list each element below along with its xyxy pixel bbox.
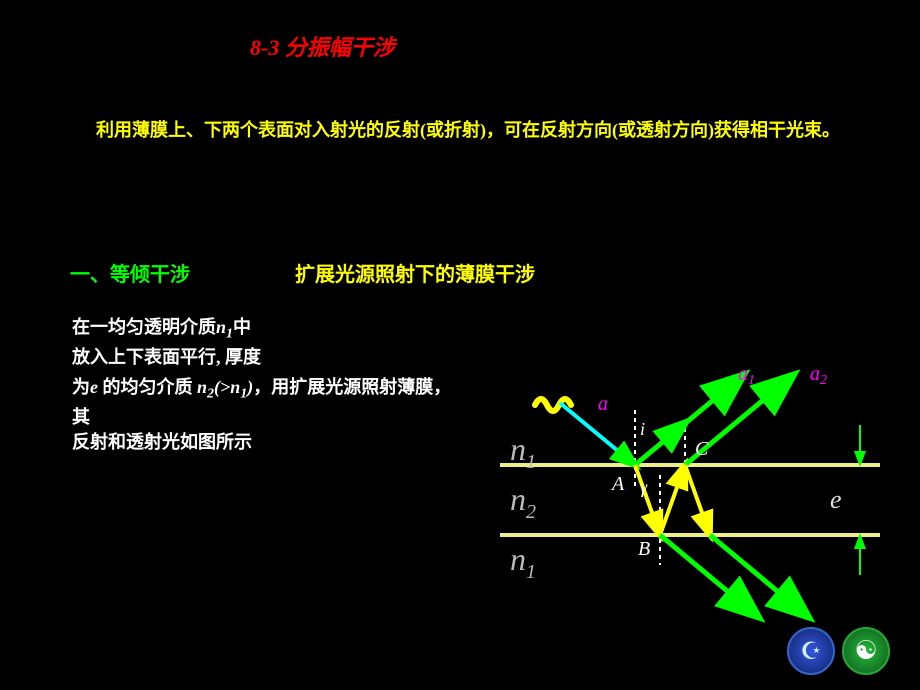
variable-n2: n bbox=[197, 377, 207, 397]
transmitted-ray-B bbox=[660, 535, 750, 610]
body-line-1: 在一均匀透明介质n1中 bbox=[72, 313, 251, 343]
yinyang-icon: ☯ bbox=[854, 636, 877, 666]
body-line-2: 放入上下表面平行, 厚度 bbox=[72, 343, 261, 369]
yinyang-badge: ☯ bbox=[842, 627, 890, 675]
label-a1: a1 bbox=[738, 363, 755, 388]
internal-ray-BC bbox=[660, 465, 685, 535]
crescent-star-icon: ☪ bbox=[800, 637, 822, 666]
label-C: C bbox=[695, 438, 709, 460]
intro-paragraph: 利用薄膜上、下两个表面对入射光的反射(或折射)，可在反射方向(或透射方向)获得相… bbox=[60, 115, 860, 146]
refracted-ray-AB bbox=[635, 465, 660, 535]
section-description: 扩展光源照射下的薄膜干涉 bbox=[295, 258, 535, 287]
text: 为 bbox=[72, 377, 90, 397]
label-n1-top: n1 bbox=[510, 431, 536, 473]
text: 的均匀介质 bbox=[98, 377, 197, 397]
label-a: a bbox=[598, 393, 608, 415]
label-gamma: γ bbox=[640, 477, 648, 497]
variable-n1: n bbox=[216, 317, 226, 337]
text: 在一均匀透明介质 bbox=[72, 317, 216, 337]
label-n2: n2 bbox=[510, 481, 536, 523]
variable-e: e bbox=[90, 377, 98, 397]
reflected-ray-a1-mid bbox=[665, 423, 685, 440]
section-heading: 一、等倾干涉 bbox=[70, 258, 190, 287]
refracted-ray-C-down bbox=[685, 465, 710, 535]
body-line-4: 其 bbox=[72, 403, 90, 429]
thin-film-diagram: a a1 a2 i A γ B C e n1 n2 n1 bbox=[490, 360, 890, 630]
body-line-3: 为e 的均匀介质 n2(>n1)，用扩展光源照射薄膜， bbox=[72, 373, 451, 403]
subscript-2: 2 bbox=[207, 387, 214, 402]
slide-title: 8-3 分振幅干涉 bbox=[250, 30, 395, 62]
label-a2: a2 bbox=[810, 363, 827, 388]
star-moon-badge: ☪ bbox=[787, 627, 835, 675]
label-A: A bbox=[610, 473, 625, 495]
label-i: i bbox=[640, 419, 645, 439]
variable-n1: n bbox=[230, 377, 240, 397]
label-e: e bbox=[830, 485, 842, 514]
transmitted-ray-2 bbox=[710, 535, 800, 610]
text: ，用扩展光源照射薄膜， bbox=[253, 377, 451, 397]
body-line-5: 反射和透射光如图所示 bbox=[72, 428, 252, 454]
label-n1-bottom: n1 bbox=[510, 541, 536, 583]
text: 中 bbox=[233, 317, 251, 337]
subscript-1: 1 bbox=[226, 327, 233, 342]
label-B: B bbox=[638, 538, 650, 560]
paren-open: (> bbox=[214, 377, 230, 397]
